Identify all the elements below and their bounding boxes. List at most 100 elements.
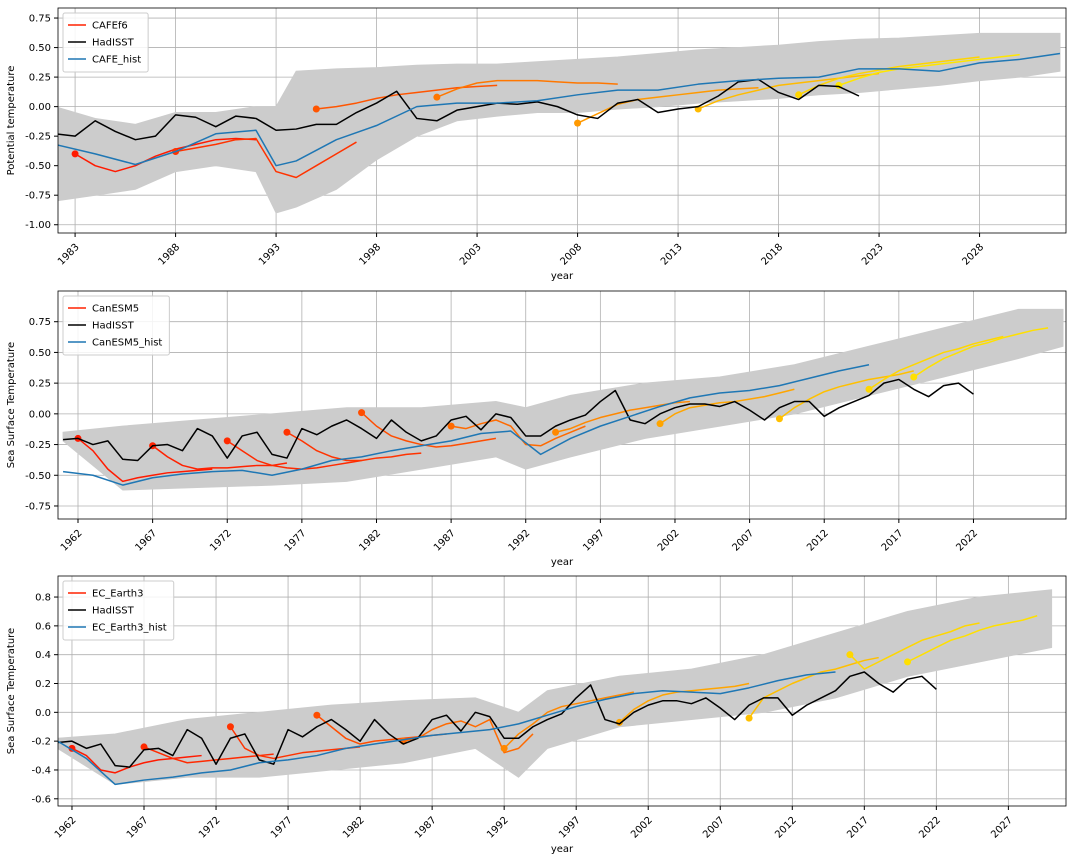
x-tick-label: 2018 [759,242,785,268]
x-tick-label: 2022 [917,815,943,841]
x-tick-label: 1988 [156,242,182,268]
ensemble-spread [58,32,1061,214]
forecast-start [223,437,231,445]
y-tick-label: -0.25 [25,440,51,451]
y-tick-label: 0.50 [29,348,51,359]
x-tick-label: 1983 [56,242,82,268]
forecast-line [226,440,362,470]
x-tick-label: 2002 [656,528,682,554]
forecast-line [74,137,257,173]
x-tick-label: 2017 [845,815,871,841]
x-tick-label: 2007 [730,528,756,554]
forecast-line [868,335,1004,390]
y-tick-label: 0.6 [35,621,51,632]
y-tick-label: -0.4 [31,765,51,776]
forecast-line [316,84,498,110]
series-line [62,363,870,486]
x-tick-label: 1987 [413,815,439,841]
forecast-start [433,93,441,101]
axes-frame [57,575,1067,807]
x-tick-label: 2008 [558,242,584,268]
x-tick-label: 1992 [485,815,511,841]
y-tick-label: -0.75 [25,191,51,202]
forecast-start [552,428,560,436]
y-tick-label: 0.75 [29,317,51,328]
legend-label: EC_Earth3_hist [92,623,167,634]
forecast-start [775,415,783,423]
plot-area [62,308,1064,491]
forecast-start [500,744,508,752]
series-line [63,378,974,462]
forecast-line [361,412,497,448]
x-tick-label: 2017 [880,528,906,554]
legend-box [62,12,149,73]
forecast-line [71,747,202,774]
y-axis-label: Sea Surface Temperature [6,628,17,754]
y-tick-label: 0.25 [29,73,51,84]
x-tick-label: 1972 [197,815,223,841]
axes-frame [57,7,1067,234]
y-tick-label: 0.25 [29,379,51,390]
x-tick-label: 1962 [53,815,79,841]
panel: 1962 1967 1972 1977 1982 1987 1992 1997 2002 2007… [6,290,1067,568]
x-tick-label: 1967 [133,528,159,554]
y-axis-label: Potential temperature [6,66,17,176]
y-tick-label: 0.00 [29,409,51,420]
x-tick-label: 2012 [805,528,831,554]
legend-label: HadISST [92,38,135,49]
legend: EC_Earth3 HadISST EC_Earth3_hist [62,580,175,641]
forecast-start [140,743,148,751]
y-axis-label: Sea Surface Temperature [6,342,17,468]
forecast-start [865,385,873,393]
y-tick-label: 0.4 [35,650,51,661]
x-tick-label: 1982 [341,815,367,841]
y-tick-label: 0.75 [29,14,51,25]
forecast-line [907,615,1038,663]
forecast-start [904,658,912,666]
x-tick-label: 1998 [357,242,383,268]
x-tick-label: 2027 [989,815,1015,841]
forecast-start [574,119,582,127]
x-tick-label: 2022 [954,528,980,554]
panel: 1962 1967 1972 1977 1982 1987 1992 1997 2002 2007… [6,575,1067,855]
x-tick-label: 2013 [659,242,685,268]
x-tick-label: 1982 [357,528,383,554]
y-tick-label: -0.75 [25,501,51,512]
x-axis-label: year [551,557,574,568]
y-tick-label: 0.8 [35,593,51,604]
legend-label: CanESM5 [92,304,139,315]
forecast-line [152,445,288,470]
forecast-line [450,419,586,447]
ensemble-spread [58,589,1053,785]
x-tick-label: 2003 [458,242,484,268]
legend-label: EC_Earth3 [92,589,143,600]
forecast-line [77,437,213,483]
x-tick-label: 2002 [629,815,655,841]
forecast-line [838,53,1020,87]
y-tick-label: -0.2 [31,737,51,748]
legend-box [62,580,175,641]
legend: CanESM5 HadISST CanESM5_hist [62,295,170,356]
legend-box [62,295,170,356]
forecast-line [286,431,422,462]
x-tick-label: 1997 [557,815,583,841]
forecast-start [312,105,320,113]
plot-area [58,589,1053,786]
forecast-start [313,711,321,719]
x-axis-label: year [551,844,574,855]
forecast-start [447,422,455,430]
forecast-line [403,718,534,754]
x-axis-label: year [551,271,574,282]
legend-label: HadISST [92,321,135,332]
x-tick-label: 2007 [701,815,727,841]
forecast-start [71,150,79,158]
x-tick-label: 1997 [581,528,607,554]
forecast-line [913,327,1049,378]
x-tick-label: 2012 [773,815,799,841]
x-tick-label: 1993 [257,242,283,268]
y-tick-label: -0.25 [25,132,51,143]
x-tick-label: 1977 [269,815,295,841]
y-tick-label: 0.50 [29,43,51,54]
forecast-start [656,420,664,428]
